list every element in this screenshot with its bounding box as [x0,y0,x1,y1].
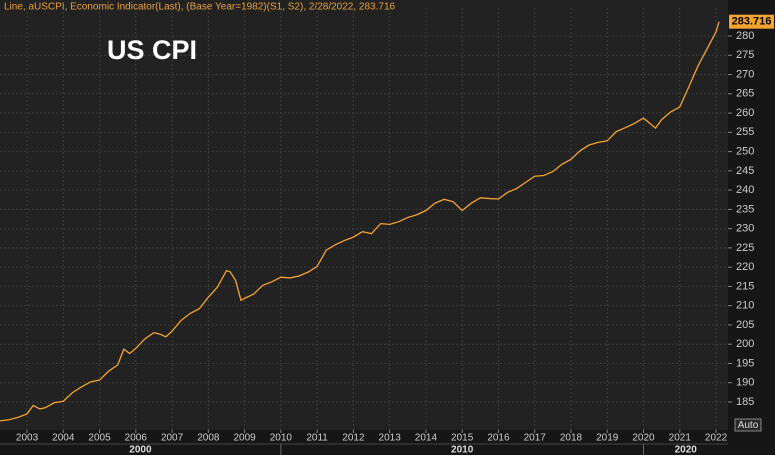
x-tick-label: 2012 [342,433,365,444]
y-tick-label: 200 [736,338,754,350]
x-tick-label: 2004 [52,433,75,444]
x-tick-label: 2016 [487,433,510,444]
y-tick-label: 235 [736,203,754,215]
x-tick-label: 2006 [125,433,148,444]
y-tick-label: 260 [736,107,754,119]
chart-header: Line, aUSCPI, Economic Indicator(Last), … [4,2,396,13]
y-tick-label: 225 [736,242,754,254]
x-tick-label: 2003 [16,433,39,444]
auto-button-label[interactable]: Auto [738,420,759,431]
last-value-box [729,14,774,29]
x-tick-label: 2014 [415,433,438,444]
decade-label: 2020 [675,445,698,455]
y-tick-label: 210 [736,300,754,312]
x-tick-label: 2021 [669,433,692,444]
y-tick-label: 230 [736,223,754,235]
x-tick-label: 2022 [705,433,728,444]
x-tick-label: 2013 [379,433,402,444]
grid [0,8,728,430]
x-tick-label: 2008 [197,433,220,444]
y-tick-label: 265 [736,88,754,100]
y-tick-label: 240 [736,184,754,196]
cpi-line [0,21,720,422]
x-axis-panel [0,430,728,455]
y-tick-label: 185 [736,396,754,408]
x-tick-label: 2019 [596,433,619,444]
plot-background [0,0,728,430]
y-tick-label: 245 [736,165,754,177]
y-tick-label: 255 [736,126,754,138]
x-tick-label: 2015 [451,433,474,444]
y-tick-label: 275 [736,49,754,61]
x-tick-label: 2009 [233,433,256,444]
x-tick-label: 2020 [632,433,655,444]
y-tick-label: 220 [736,261,754,273]
chart-title: US CPI [107,35,197,65]
y-axis-panel [728,0,775,455]
y-tick-label: 280 [736,30,754,42]
x-tick-label: 2010 [270,433,293,444]
y-tick-label: 205 [736,319,754,331]
x-tick-label: 2005 [88,433,111,444]
x-tick-label: 2018 [560,433,583,444]
y-tick-label: 250 [736,145,754,157]
decade-label: 2000 [129,445,152,455]
x-tick-label: 2007 [161,433,184,444]
x-tick-label: 2017 [524,433,547,444]
marks [0,21,720,422]
decade-label: 2010 [451,445,474,455]
y-tick-label: 195 [736,357,754,369]
y-tick-label: 190 [736,377,754,389]
y-tick-label: 270 [736,68,754,80]
y-tick-label: 215 [736,280,754,292]
x-tick-label: 2011 [306,433,328,444]
last-value-label: 283.716 [732,16,772,28]
auto-button[interactable] [734,418,762,432]
